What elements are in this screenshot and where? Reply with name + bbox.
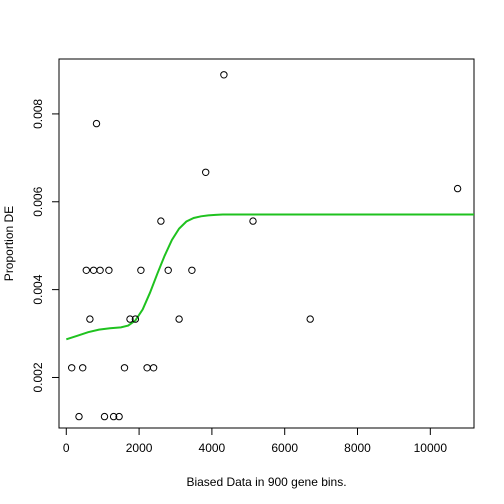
data-point (92, 119, 101, 128)
y-tick-label: 0.002 (31, 362, 45, 392)
x-axis-label: Biased Data in 900 gene bins. (186, 475, 346, 489)
x-tick-label: 2000 (126, 441, 153, 455)
data-point (115, 412, 123, 421)
y-axis: 0.002 0.004 0.006 0.008 (31, 99, 60, 392)
y-axis-label: Proportion DE (2, 206, 16, 281)
data-point (149, 364, 158, 372)
data-point (175, 315, 183, 323)
data-point (137, 266, 145, 274)
data-point (126, 315, 134, 323)
data-point (105, 266, 113, 274)
x-tick-label: 8000 (344, 441, 371, 455)
data-point (453, 184, 462, 193)
x-axis: 0 2000 4000 6000 8000 10000 (63, 427, 448, 455)
data-point (164, 266, 172, 274)
data-point (157, 217, 165, 225)
data-point (100, 412, 109, 421)
x-tick-label: 4000 (199, 441, 226, 455)
data-point (131, 315, 140, 323)
data-point (220, 71, 228, 79)
data-point (109, 412, 118, 421)
y-tick-label: 0.006 (31, 186, 45, 216)
data-point (96, 266, 104, 274)
x-tick-label: 0 (63, 441, 70, 455)
data-point (86, 315, 94, 323)
fit-line (65, 213, 474, 341)
data-point (202, 168, 210, 177)
data-point (120, 364, 129, 372)
data-point (75, 412, 83, 421)
data-point (306, 315, 314, 323)
y-tick-label: 0.004 (31, 274, 45, 304)
data-point (79, 364, 87, 372)
x-tick-label: 6000 (271, 441, 298, 455)
data-points (68, 71, 462, 421)
data-point (68, 364, 76, 372)
data-point (188, 266, 196, 274)
data-point (249, 217, 257, 225)
data-point (82, 266, 91, 274)
y-tick-label: 0.008 (31, 99, 45, 129)
x-tick-label: 10000 (414, 441, 448, 455)
